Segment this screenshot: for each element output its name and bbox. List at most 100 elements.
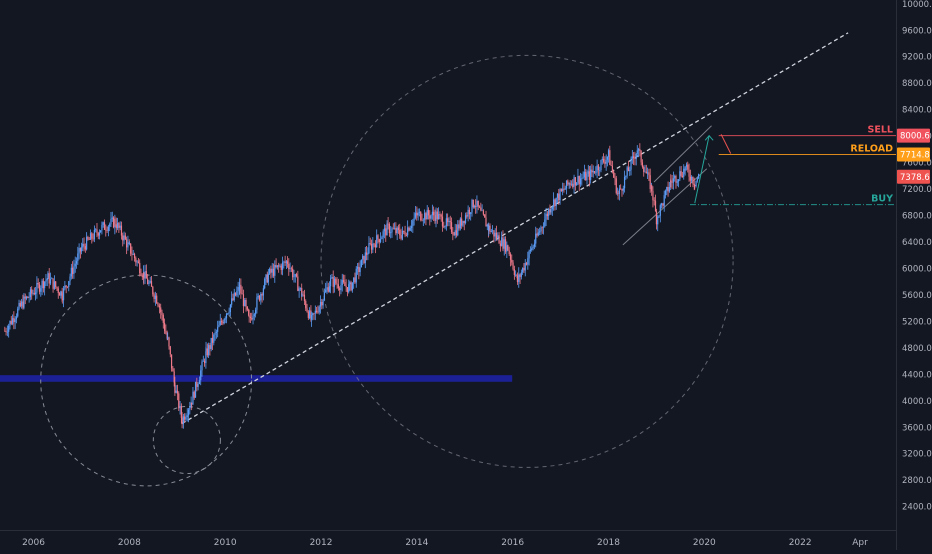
candle-body	[470, 212, 472, 215]
candle-body	[98, 232, 101, 236]
candle-body	[152, 286, 154, 295]
support-zone	[0, 375, 513, 382]
candle-body	[37, 282, 39, 285]
price-tick-label: 3200.0	[902, 450, 932, 460]
candle-body	[412, 220, 414, 227]
candle-body	[210, 337, 212, 349]
candle-body	[258, 295, 261, 301]
candle-body	[309, 310, 311, 318]
candle-body	[480, 207, 482, 211]
candle-body	[680, 171, 682, 176]
candle-body	[392, 228, 394, 230]
candle-body	[507, 245, 509, 251]
candle-body	[378, 239, 380, 243]
candle-body	[462, 220, 464, 226]
candle-body	[550, 209, 552, 213]
candle-body	[153, 294, 155, 299]
candle-body	[595, 172, 597, 174]
candle-body	[344, 282, 346, 287]
candle-body	[626, 167, 628, 176]
candle-body	[493, 230, 495, 237]
candle-body	[484, 214, 486, 218]
time-axis[interactable]: 2006 2008 2010 2012 2014 2016 2018 2020 2022 Apr	[22, 538, 868, 548]
candle-body	[242, 294, 245, 307]
candle-body	[211, 337, 214, 343]
candle-body	[136, 261, 138, 263]
candle-body	[198, 380, 201, 385]
candle-body	[229, 304, 231, 312]
candle-body	[41, 280, 43, 289]
candle-body	[684, 166, 686, 171]
candle-body	[234, 292, 237, 296]
candle-body	[596, 165, 598, 173]
price-tick-label: 6800.0	[902, 212, 932, 222]
candle-body	[539, 231, 541, 233]
candle-body	[373, 243, 375, 245]
candle-body	[173, 371, 175, 383]
candle-body	[404, 232, 406, 236]
candle-body	[476, 200, 478, 207]
reload-label: RELOAD	[850, 144, 893, 155]
candle-body	[410, 226, 413, 228]
candle-body	[83, 243, 85, 247]
candle-body	[262, 288, 264, 296]
candle-body	[497, 235, 499, 238]
candle-body	[458, 224, 460, 229]
candle-body	[321, 301, 323, 306]
candle-body	[631, 156, 633, 159]
candle-body	[674, 176, 676, 179]
candle-body	[310, 310, 312, 320]
level-labels: SELL 8000.6 RELOAD 7714.8 BUY 7378.6	[850, 125, 930, 205]
candle-body	[182, 416, 184, 425]
candle-body	[473, 205, 475, 208]
candle-body	[438, 213, 440, 220]
candle-body	[421, 220, 423, 221]
candle-body	[297, 276, 299, 291]
candle-body	[430, 215, 432, 219]
candle-body	[91, 233, 93, 239]
candle-body	[193, 391, 195, 398]
candle-body	[139, 262, 141, 274]
candle-body	[562, 188, 564, 191]
candle-body	[588, 171, 590, 180]
price-tick-label: 5600.0	[902, 291, 932, 301]
candle-body	[77, 253, 79, 262]
price-tick-label: 6000.0	[902, 264, 932, 274]
candle-body	[112, 217, 115, 228]
candle-body	[52, 278, 54, 289]
candle-body	[586, 173, 588, 181]
candle-body	[323, 292, 325, 300]
candle-body	[467, 209, 469, 217]
candle-body	[610, 164, 612, 166]
candle-body	[246, 306, 248, 310]
price-tick-label: 6400.0	[902, 238, 932, 248]
candle-body	[341, 280, 343, 286]
candle-body	[65, 285, 67, 287]
candle-body	[376, 235, 378, 248]
candle-body	[278, 265, 280, 267]
candle-body	[513, 269, 515, 276]
candle-body	[636, 150, 638, 154]
candle-body	[658, 215, 660, 217]
candle-body	[544, 219, 546, 227]
candle-body	[388, 224, 391, 234]
candle-body	[559, 189, 561, 201]
candle-body	[284, 261, 286, 263]
candle-body	[418, 211, 421, 213]
candle-body	[687, 164, 689, 170]
last-price-badge	[897, 169, 930, 184]
candle-body	[124, 235, 126, 240]
time-tick-label: 2018	[597, 538, 620, 548]
candle-body	[431, 211, 433, 216]
candle-body	[601, 158, 603, 160]
candle-body	[154, 295, 156, 299]
candle-body	[62, 288, 65, 301]
candle-body	[260, 293, 262, 301]
candle-body	[135, 258, 137, 263]
candle-body	[520, 272, 522, 277]
candle-body	[203, 360, 206, 364]
buy-label: BUY	[871, 194, 893, 205]
candle-body	[693, 183, 695, 186]
